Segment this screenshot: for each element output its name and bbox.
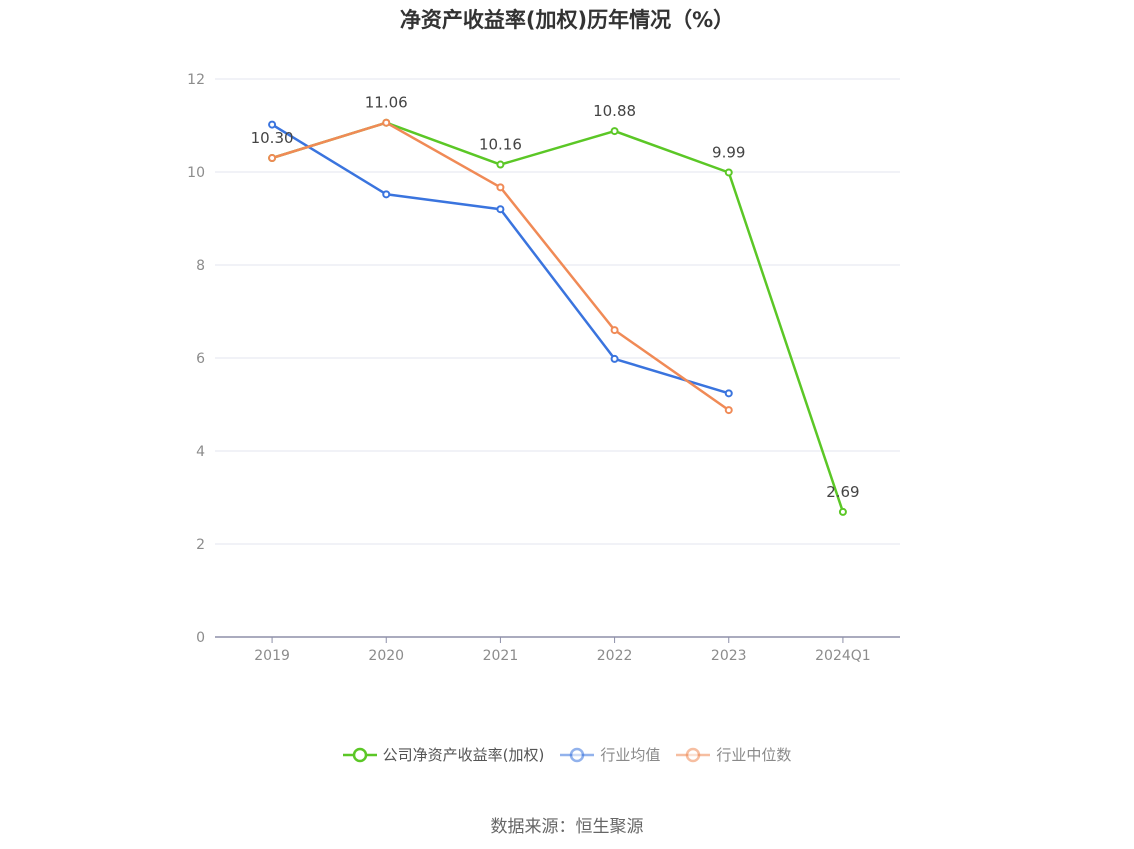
y-tick-label: 12 (187, 72, 205, 88)
data-label: 10.16 (479, 136, 522, 154)
legend-label: 行业均值 (600, 746, 661, 764)
data-label: 10.88 (593, 102, 636, 120)
data-label: 10.30 (251, 129, 294, 147)
source-note: 数据来源：恒生聚源 (490, 817, 644, 837)
x-tick-label: 2021 (483, 648, 519, 664)
chart-title: 净资产收益率(加权)历年情况（%） (399, 8, 735, 32)
y-tick-label: 4 (196, 444, 205, 460)
x-tick-label: 2024Q1 (815, 648, 871, 664)
data-point[interactable] (382, 118, 391, 127)
data-point[interactable] (268, 120, 277, 129)
legend-marker-icon (560, 747, 595, 763)
data-label: 2.69 (826, 483, 859, 501)
x-tick-label: 2023 (711, 648, 747, 664)
data-point[interactable] (268, 154, 277, 163)
legend-marker-icon (342, 747, 377, 763)
data-point[interactable] (496, 183, 505, 192)
axis-layer: 0 2 4 6 8 10 12 2019 2020 2021 2022 2023 2024Q1 (187, 72, 900, 664)
data-point[interactable] (496, 160, 505, 169)
x-tick-label: 2022 (597, 648, 633, 664)
data-point[interactable] (610, 127, 619, 136)
x-tick-label: 2020 (368, 648, 404, 664)
data-point[interactable] (610, 354, 619, 363)
y-tick-label: 10 (187, 165, 205, 181)
legend-item-0[interactable]: 公司净资产收益率(加权) (342, 744, 545, 765)
y-tick-label: 6 (196, 351, 205, 367)
legend-label: 行业中位数 (716, 746, 792, 764)
data-point[interactable] (610, 326, 619, 335)
data-point[interactable] (838, 507, 847, 516)
legend-label: 公司净资产收益率(加权) (382, 746, 545, 764)
legend-item-2[interactable]: 行业中位数 (676, 744, 791, 765)
data-label: 11.06 (365, 94, 408, 112)
data-label: 9.99 (712, 143, 745, 161)
y-tick-label: 8 (196, 258, 205, 274)
legend-item-1[interactable]: 行业均值 (560, 744, 660, 765)
data-point[interactable] (724, 406, 733, 415)
series-layer (268, 118, 847, 516)
data-point[interactable] (724, 389, 733, 398)
data-point[interactable] (382, 190, 391, 199)
data-point[interactable] (496, 205, 505, 214)
legend: 公司净资产收益率(加权) 行业均值 行业中位数 (0, 744, 1134, 765)
legend-marker-icon (676, 747, 711, 763)
data-label-layer: 10.30 11.06 10.16 10.88 9.99 2.69 (251, 94, 860, 501)
y-tick-label: 0 (196, 630, 205, 646)
grid-layer (215, 78, 900, 545)
y-tick-label: 2 (196, 537, 205, 553)
x-tick-label: 2019 (254, 648, 290, 664)
series-line-0[interactable] (271, 121, 845, 513)
data-point[interactable] (724, 168, 733, 177)
